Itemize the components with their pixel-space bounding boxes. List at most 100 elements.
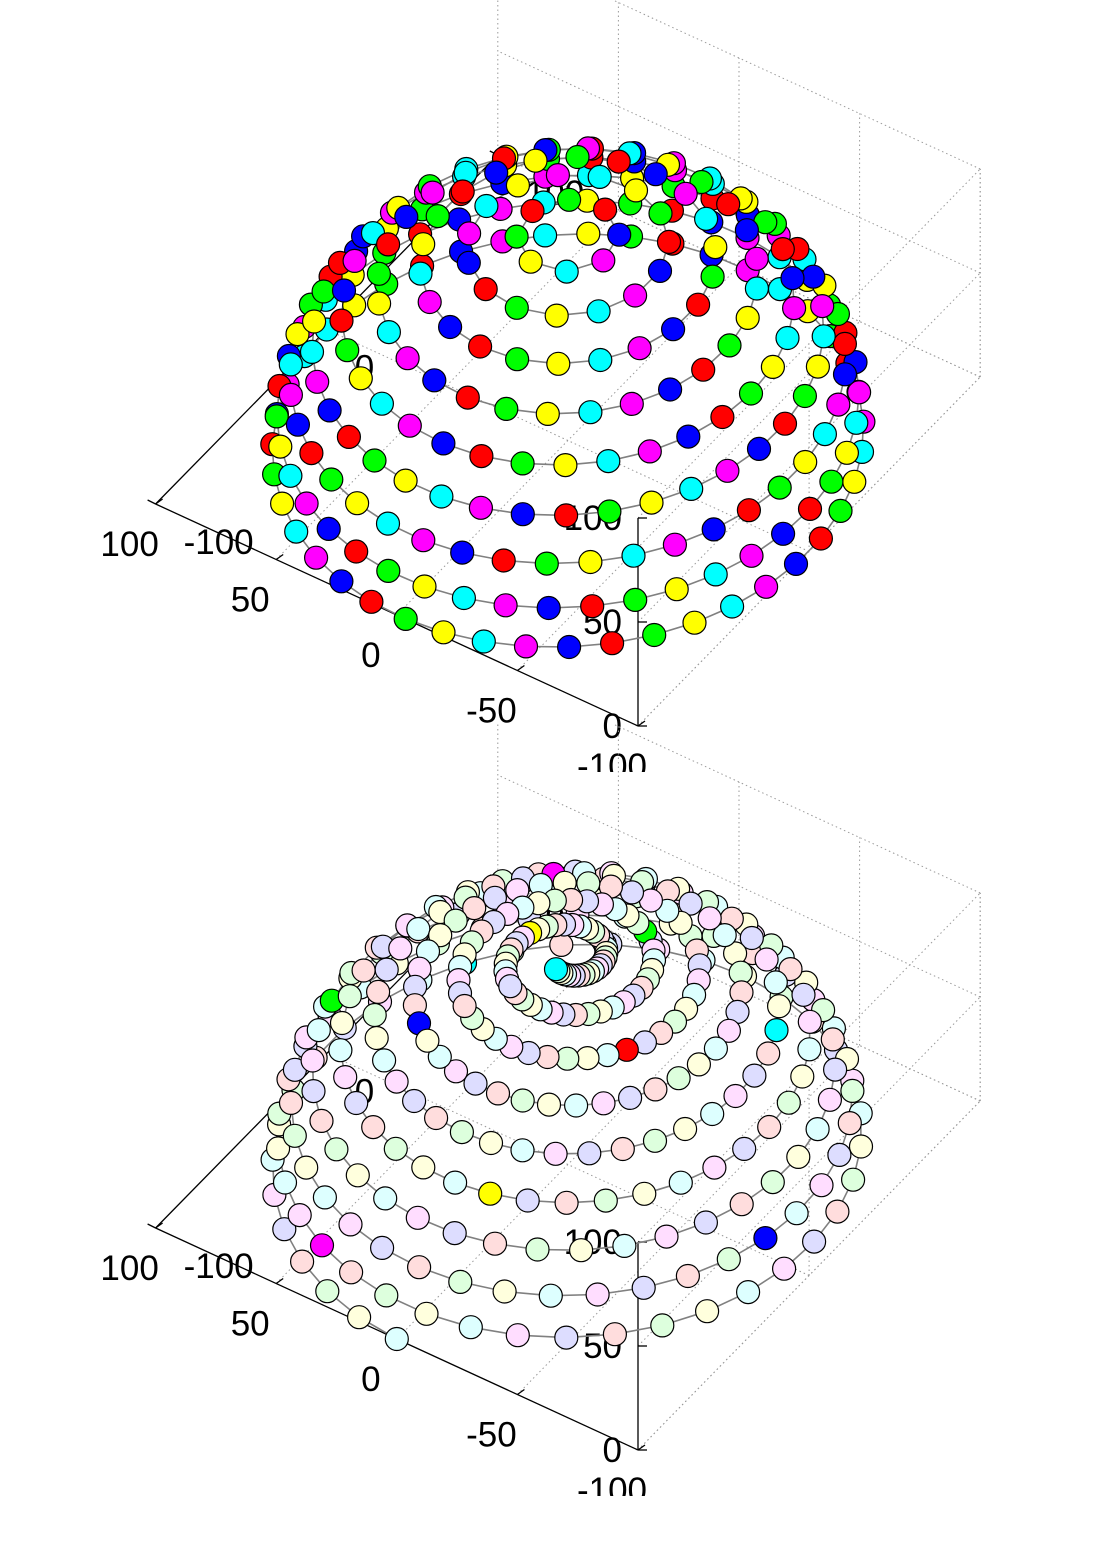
data-point bbox=[565, 144, 590, 170]
data-point bbox=[372, 1048, 397, 1073]
data-point bbox=[650, 1313, 675, 1338]
data-point bbox=[770, 237, 795, 262]
data-point bbox=[736, 498, 762, 523]
data-point bbox=[809, 1173, 834, 1198]
data-point bbox=[427, 1044, 452, 1069]
x-tick bbox=[637, 720, 646, 727]
data-point bbox=[691, 357, 716, 382]
data-point bbox=[510, 451, 535, 476]
data-point bbox=[285, 412, 310, 437]
y-tick bbox=[147, 1223, 156, 1229]
data-point bbox=[735, 305, 760, 330]
data-point bbox=[278, 463, 303, 488]
data-point bbox=[518, 249, 543, 274]
data-point bbox=[846, 380, 872, 405]
x-tick bbox=[517, 1388, 525, 1396]
data-point bbox=[278, 382, 303, 407]
data-point bbox=[811, 324, 836, 349]
data-point bbox=[738, 381, 764, 406]
gridline bbox=[637, 996, 981, 1347]
data-point bbox=[442, 1221, 467, 1246]
x-tick-label: 50 bbox=[231, 581, 270, 620]
data-point bbox=[362, 448, 387, 473]
data-point bbox=[333, 1065, 358, 1090]
data-point bbox=[754, 947, 779, 972]
data-point bbox=[712, 923, 737, 948]
data-point bbox=[278, 1090, 304, 1115]
data-point bbox=[729, 1192, 754, 1217]
data-point bbox=[703, 562, 728, 587]
gridline bbox=[326, 1053, 810, 1276]
data-point bbox=[819, 469, 844, 494]
data-point bbox=[324, 1137, 349, 1162]
data-point bbox=[767, 475, 792, 500]
data-point bbox=[595, 1043, 620, 1068]
data-point bbox=[469, 444, 494, 469]
y-tick-label: -100 bbox=[184, 523, 254, 562]
data-point bbox=[703, 1036, 729, 1061]
data-point bbox=[532, 223, 558, 248]
data-point bbox=[621, 543, 646, 568]
data-point bbox=[311, 279, 336, 304]
data-point bbox=[781, 296, 807, 321]
data-point bbox=[546, 351, 571, 376]
data-point bbox=[577, 1141, 602, 1166]
data-point bbox=[272, 1217, 297, 1242]
data-point bbox=[588, 347, 613, 373]
data-point bbox=[415, 1028, 440, 1053]
data-point bbox=[443, 908, 468, 933]
data-point bbox=[457, 221, 482, 246]
data-point bbox=[361, 1115, 386, 1140]
data-point bbox=[753, 574, 779, 599]
gridline bbox=[637, 168, 981, 519]
data-point bbox=[637, 439, 662, 464]
data-point bbox=[544, 303, 569, 328]
data-point bbox=[478, 1130, 504, 1156]
data-point bbox=[374, 1283, 399, 1308]
data-point bbox=[266, 1136, 291, 1161]
data-point bbox=[345, 491, 370, 516]
data-point bbox=[370, 1235, 395, 1261]
data-point bbox=[337, 984, 362, 1009]
gridline bbox=[637, 1100, 981, 1451]
data-point bbox=[682, 610, 707, 635]
data-point bbox=[482, 885, 507, 910]
data-point bbox=[556, 187, 582, 212]
data-point bbox=[510, 1088, 535, 1113]
data-point bbox=[309, 1233, 335, 1258]
data-point bbox=[676, 424, 701, 449]
data-point bbox=[656, 229, 682, 254]
data-point bbox=[848, 1134, 874, 1159]
data-point bbox=[776, 1090, 801, 1115]
data-point bbox=[335, 338, 360, 363]
data-point bbox=[520, 198, 545, 224]
data-point bbox=[535, 401, 560, 426]
gridline bbox=[326, 329, 810, 552]
data-point bbox=[473, 277, 498, 302]
data-point bbox=[534, 551, 559, 576]
data-point bbox=[797, 1009, 822, 1034]
data-point bbox=[780, 266, 805, 291]
data-point bbox=[284, 519, 309, 544]
data-point bbox=[587, 164, 612, 189]
data-point bbox=[844, 410, 869, 435]
data-point bbox=[474, 193, 499, 219]
gridline bbox=[275, 210, 619, 560]
data-point bbox=[384, 1069, 409, 1094]
data-point bbox=[840, 1078, 865, 1103]
data-point bbox=[336, 424, 361, 449]
data-point bbox=[801, 264, 826, 289]
data-point bbox=[412, 574, 437, 599]
data-point bbox=[627, 336, 652, 361]
x-tick-label: 100 bbox=[100, 525, 158, 564]
data-point bbox=[610, 1136, 635, 1162]
data-point bbox=[591, 1091, 616, 1116]
data-point bbox=[428, 923, 453, 948]
data-point bbox=[585, 1282, 610, 1307]
data-point bbox=[642, 622, 667, 648]
x-tick-label: 50 bbox=[231, 1305, 270, 1344]
data-point bbox=[668, 1170, 693, 1195]
data-point bbox=[431, 620, 456, 645]
